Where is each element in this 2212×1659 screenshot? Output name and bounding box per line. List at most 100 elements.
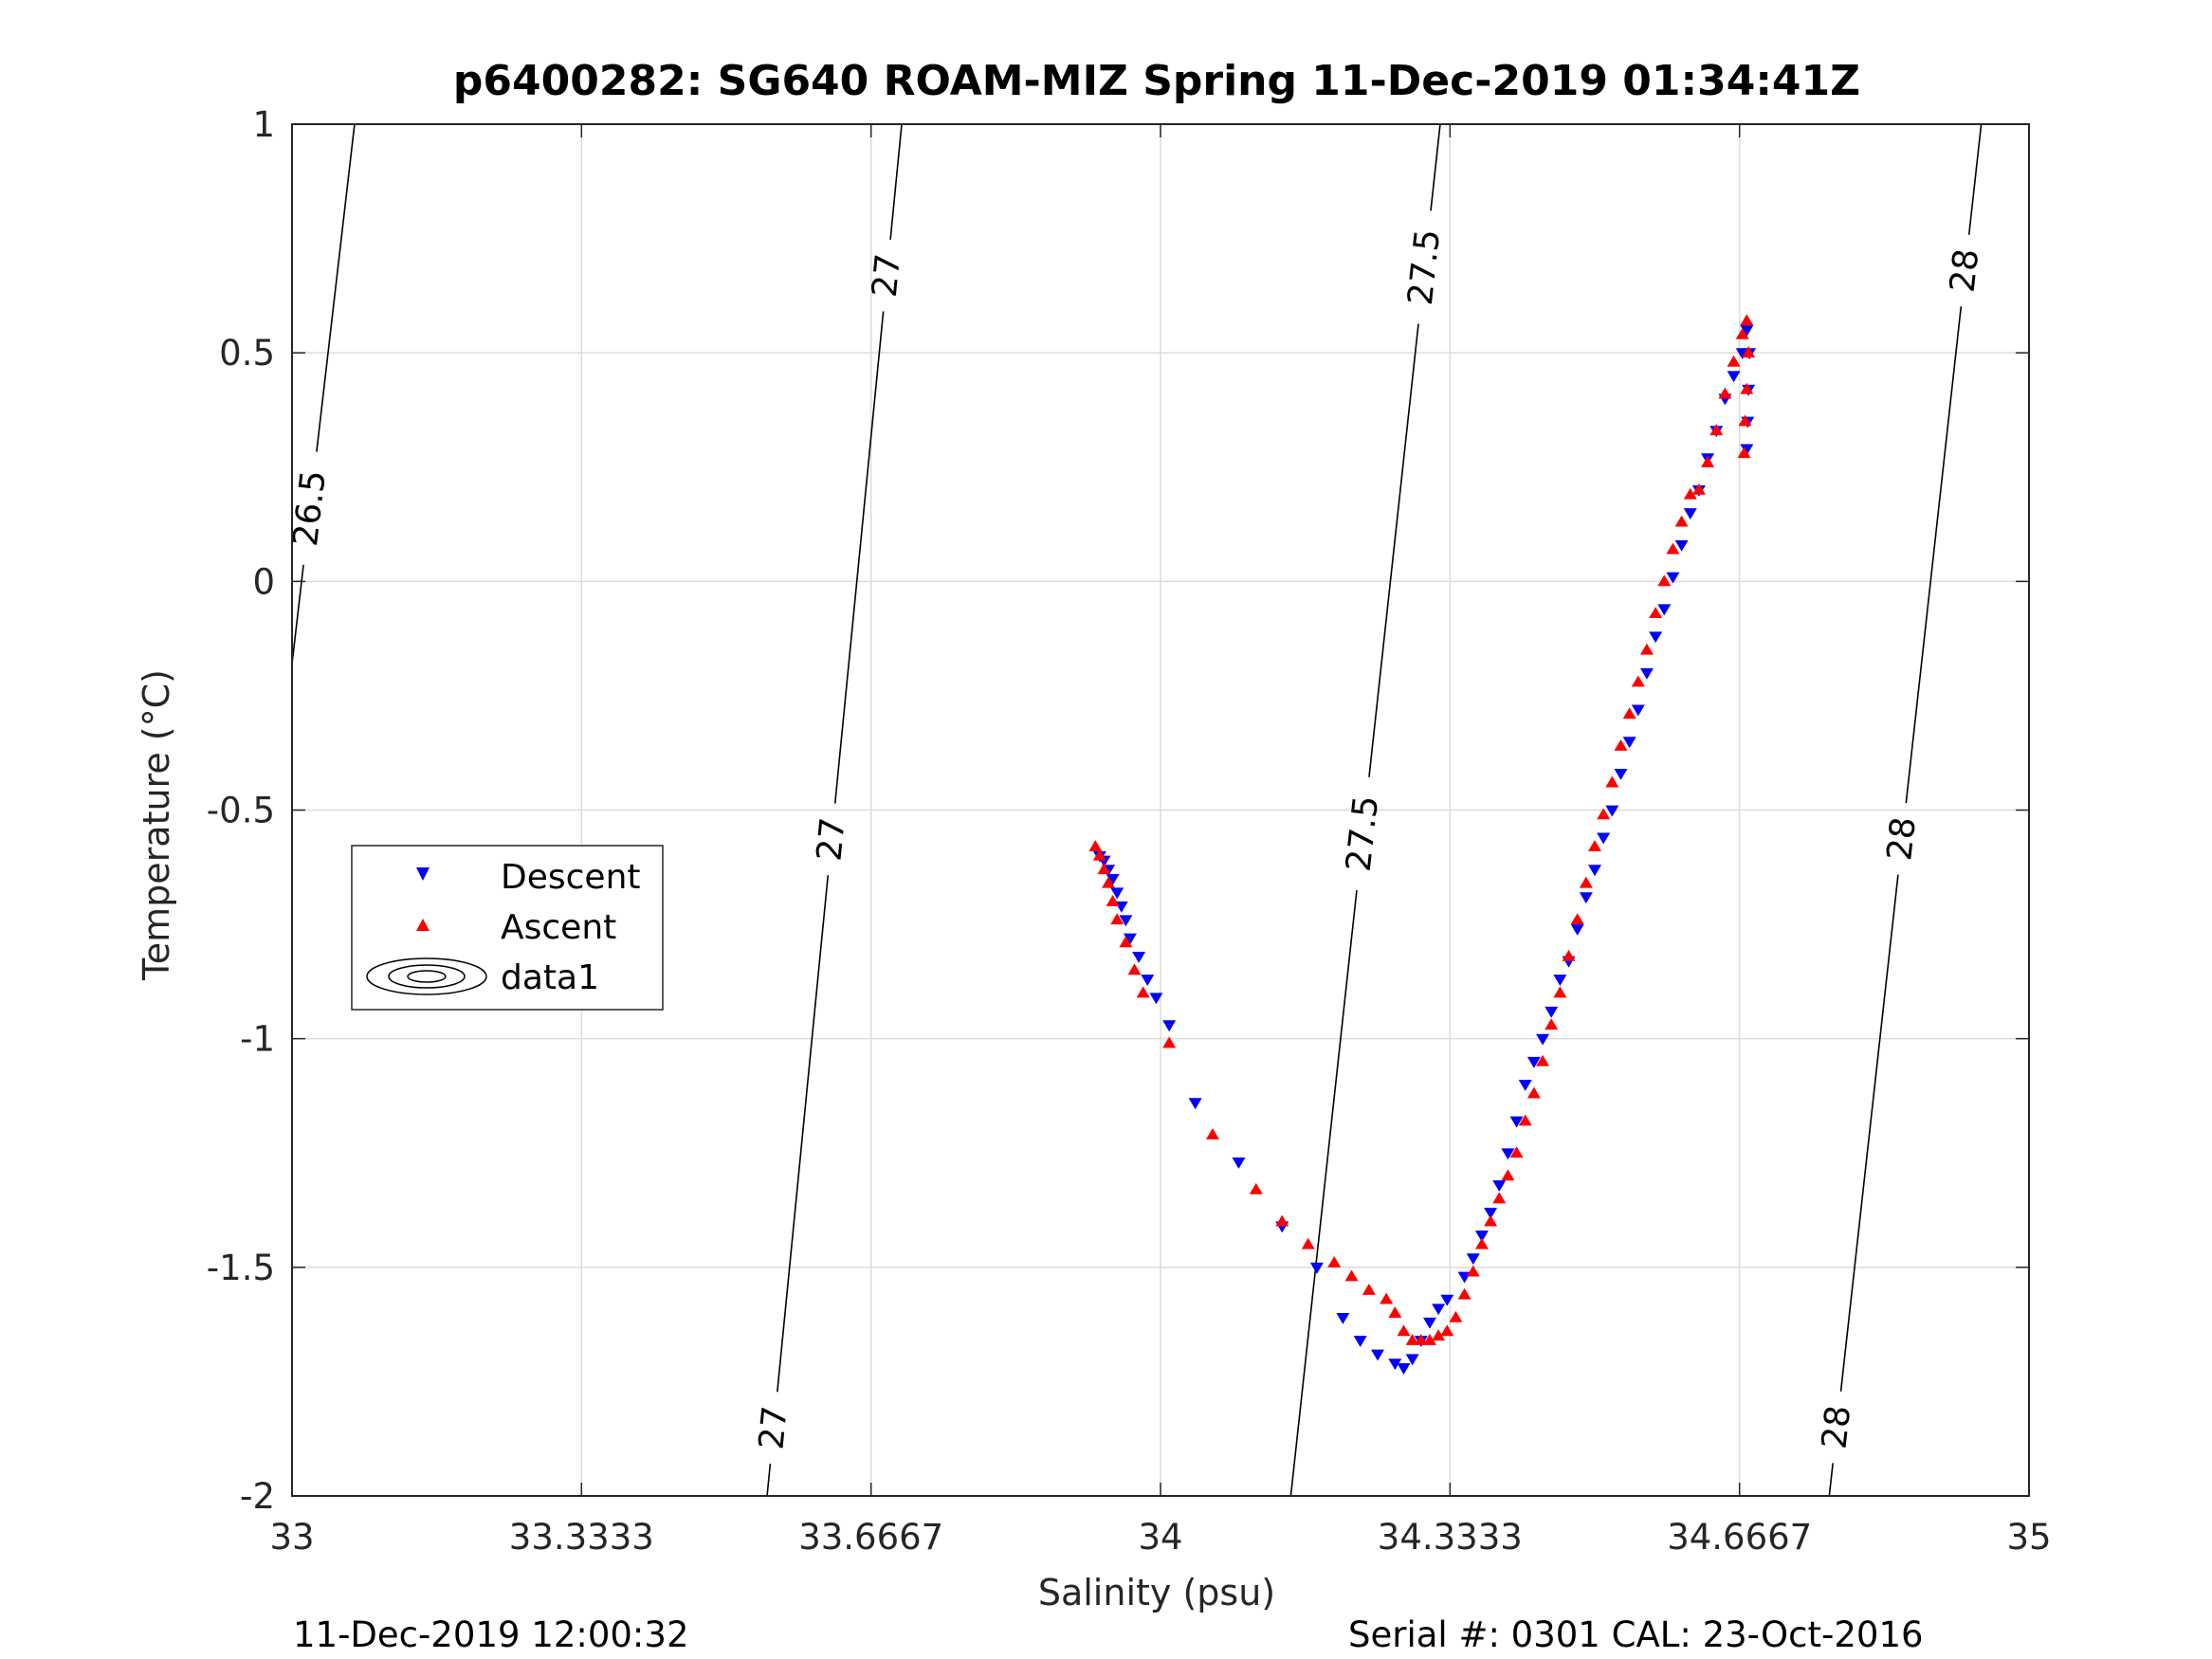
contour-label: 28	[1815, 1404, 1858, 1451]
ascent-marker	[1501, 1169, 1515, 1181]
contour-line-27	[889, 123, 903, 240]
descent-marker	[1553, 975, 1567, 986]
contour-label: 27.5	[1340, 793, 1386, 873]
x-axis-ticks: 33 33.3333 33.6667 34 34.3333 34.6667 35	[269, 124, 2052, 1558]
descent-marker	[1141, 975, 1155, 986]
ascent-marker	[1657, 574, 1672, 587]
series-ascent	[1088, 314, 1756, 1345]
descent-marker	[1162, 1020, 1177, 1032]
contour-line-27	[833, 311, 885, 804]
contour-label: 26.5	[286, 468, 334, 548]
y-tick-label: -1	[240, 1019, 275, 1060]
ascent-marker	[1397, 1324, 1411, 1337]
contour-label: 27.5	[1401, 228, 1448, 307]
ascent-marker	[1649, 607, 1663, 618]
y-axis-label: Temperature (°C)	[136, 669, 177, 981]
descent-marker	[1405, 1354, 1419, 1366]
descent-marker	[1674, 539, 1689, 552]
ascent-marker	[1562, 949, 1576, 961]
legend: Descent Ascent data1	[351, 845, 664, 1011]
contour-label: 27	[810, 816, 852, 864]
descent-marker	[1666, 572, 1680, 584]
ascent-marker	[1136, 986, 1150, 998]
contour-label: 27	[752, 1404, 795, 1451]
ascent-marker	[1380, 1292, 1394, 1304]
ascent-marker	[1388, 1306, 1402, 1318]
descent-marker	[1605, 805, 1619, 817]
x-tick-label: 33.3333	[509, 1517, 654, 1558]
data-markers	[1088, 314, 1757, 1375]
ascent-marker	[1597, 808, 1611, 820]
descent-marker	[1526, 1056, 1541, 1068]
descent-marker	[1336, 1312, 1350, 1324]
series-descent	[1092, 325, 1757, 1375]
ascent-marker	[1579, 876, 1593, 888]
ascent-marker	[1518, 1114, 1532, 1126]
descent-marker	[1432, 1304, 1446, 1316]
descent-marker	[1474, 1231, 1489, 1243]
descent-marker	[1440, 1294, 1454, 1306]
descent-marker	[1639, 667, 1654, 680]
contour-line-27-5	[1430, 123, 1441, 211]
descent-marker	[1631, 704, 1645, 717]
y-tick-label: 0	[252, 561, 275, 602]
ascent-marker	[1735, 327, 1749, 339]
descent-marker	[1614, 769, 1628, 780]
ascent-marker	[1718, 387, 1732, 399]
descent-marker	[1622, 737, 1636, 749]
ascent-marker	[1738, 414, 1752, 427]
descent-marker	[1657, 604, 1672, 616]
ascent-marker	[1440, 1324, 1454, 1337]
contour-line-27	[766, 1463, 772, 1497]
contour-line-27	[777, 875, 830, 1393]
ascent-marker	[1737, 447, 1751, 459]
contour-line-28	[1967, 123, 1983, 235]
descent-marker	[1232, 1157, 1246, 1169]
density-contours: 26.5 27 27 27 27.5 27.5 28 28 28	[286, 123, 1986, 1497]
descent-marker	[1683, 508, 1697, 520]
ascent-marker	[1742, 346, 1756, 358]
descent-marker	[1570, 924, 1584, 936]
descent-marker	[1509, 1116, 1524, 1128]
contour-line-28	[1905, 306, 1963, 804]
ascent-marker	[1405, 1334, 1419, 1345]
ascent-marker	[1614, 738, 1628, 751]
ascent-marker	[1553, 986, 1567, 998]
ascent-marker	[1588, 840, 1601, 851]
ascent-marker	[1683, 487, 1697, 500]
legend-contour-icon	[366, 957, 487, 995]
x-axis-label: Salinity (psu)	[1038, 1572, 1275, 1613]
legend-descent-marker	[416, 867, 430, 881]
descent-marker	[1188, 1098, 1202, 1110]
descent-marker	[1123, 933, 1137, 945]
y-tick-label: 1	[252, 104, 275, 145]
ascent-marker	[1092, 848, 1106, 861]
descent-marker	[1149, 993, 1163, 1005]
descent-marker	[1740, 325, 1754, 337]
descent-marker	[1119, 915, 1133, 927]
ascent-marker	[1536, 1054, 1550, 1066]
contour-label: 28	[1880, 815, 1924, 863]
ascent-marker	[1344, 1269, 1359, 1282]
descent-marker	[1649, 631, 1663, 644]
legend-box	[351, 845, 664, 1011]
ascent-marker	[1127, 963, 1142, 975]
ascent-marker	[1327, 1256, 1342, 1267]
ascent-marker	[1709, 424, 1724, 436]
ascent-marker	[1474, 1237, 1489, 1249]
descent-marker	[1484, 1208, 1498, 1219]
ascent-marker	[1119, 936, 1133, 948]
ascent-marker	[1422, 1334, 1436, 1345]
contour-line-26-5	[316, 123, 356, 452]
descent-marker	[1106, 873, 1120, 885]
ascent-marker	[1110, 913, 1124, 925]
descent-marker	[1309, 1262, 1324, 1274]
x-tick-label: 33.6667	[798, 1517, 943, 1558]
ascent-marker	[1526, 1086, 1541, 1099]
descent-marker	[1579, 892, 1593, 904]
ascent-marker	[1509, 1146, 1524, 1158]
contour-line-26-5	[291, 564, 304, 665]
descent-marker	[1110, 887, 1124, 900]
y-tick-label: -2	[240, 1476, 275, 1517]
ascent-marker	[1457, 1287, 1472, 1300]
